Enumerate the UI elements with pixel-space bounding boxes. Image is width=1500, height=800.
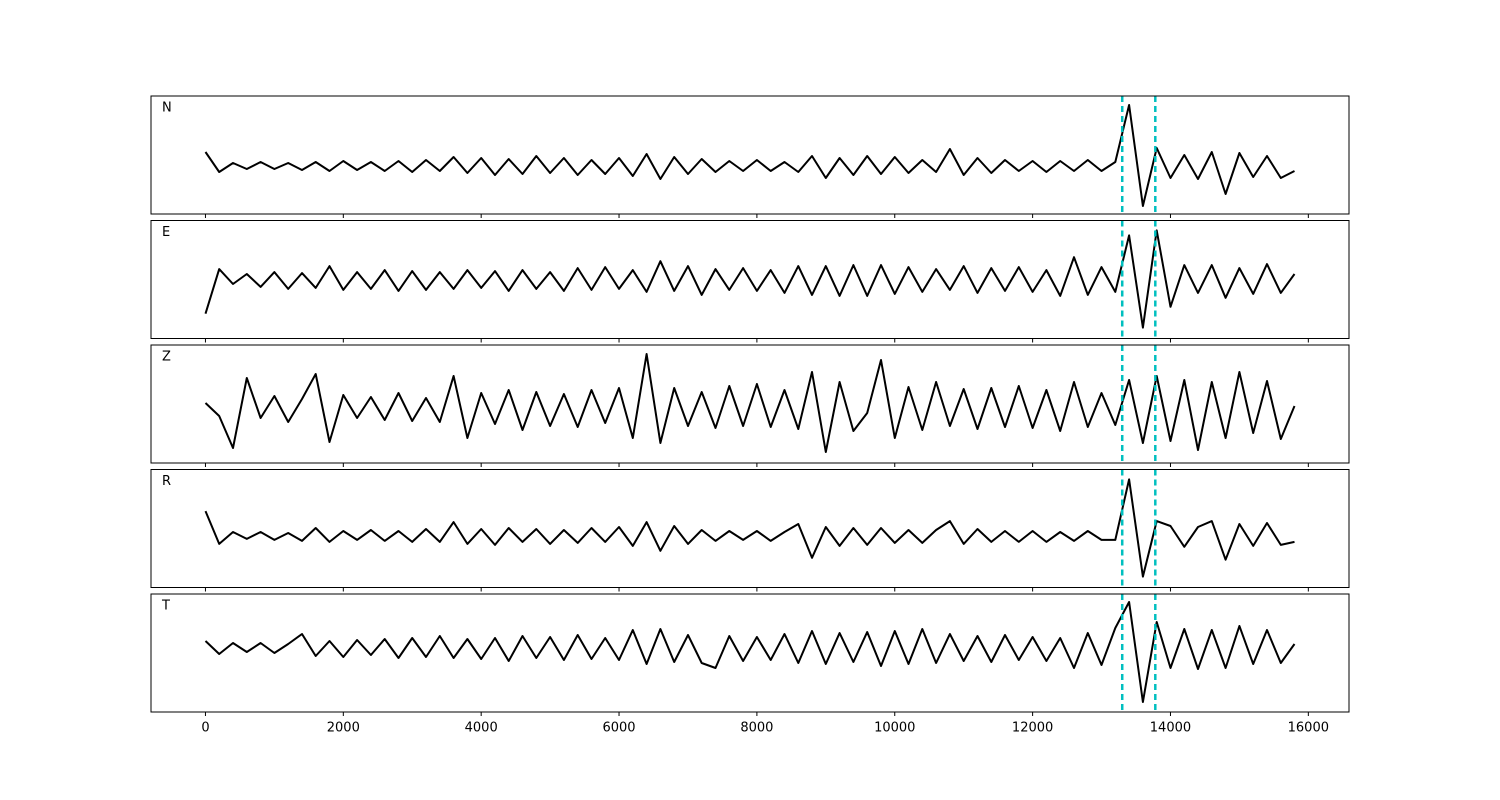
waveform [204,104,1295,207]
panel-frame [150,469,1350,588]
x-tick-label: 10000 [874,721,915,736]
x-tick-label: 16000 [1288,721,1329,736]
waveform [204,229,1296,329]
panel-frame [150,593,1350,713]
waveform [204,353,1296,453]
panel-frame [150,95,1350,215]
x-tick-label: 14000 [1150,721,1191,736]
waveform [204,478,1295,578]
x-tick-label: 12000 [1012,721,1053,736]
waveform [204,601,1296,703]
x-tick-label: 4000 [465,721,498,736]
panel-label: T [161,599,170,614]
panel-label: E [162,225,170,240]
x-tick-label: 8000 [740,721,773,736]
panel-label: R [162,474,171,489]
panel-label: N [162,101,172,116]
panel-frame [150,220,1350,339]
panel-frame [150,344,1350,464]
x-tick-label: 2000 [327,721,360,736]
x-tick-label: 6000 [602,721,635,736]
panel-label: Z [162,350,171,365]
x-tick-label: 0 [201,721,209,736]
